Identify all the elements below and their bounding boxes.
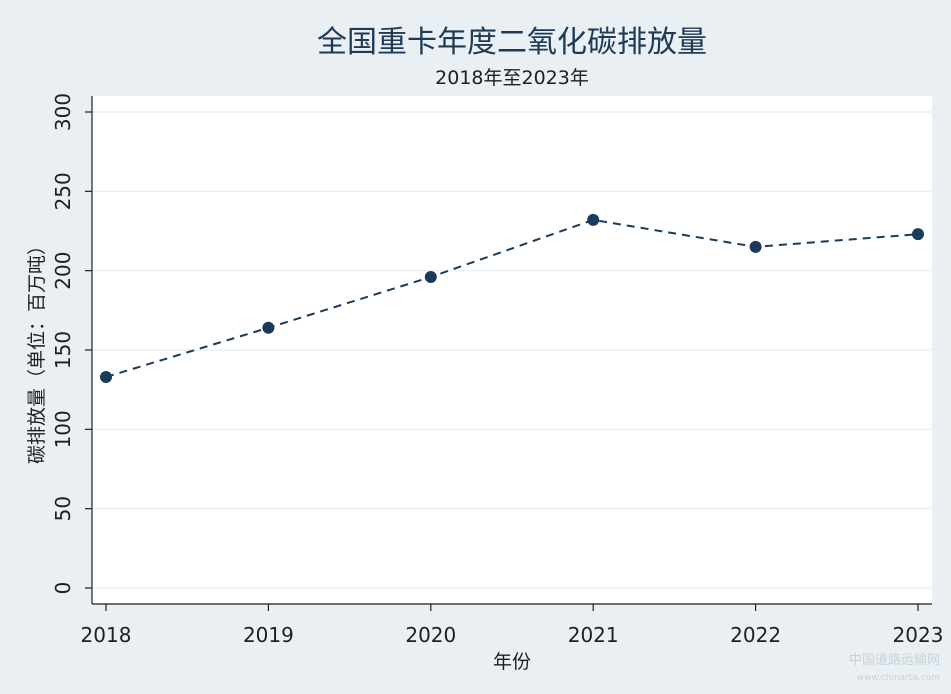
y-tick-label: 250 bbox=[51, 172, 75, 210]
y-tick-label: 200 bbox=[51, 252, 75, 290]
y-tick-label: 150 bbox=[51, 331, 75, 369]
data-point bbox=[587, 213, 600, 226]
watermark-text: 中国道路运输网 bbox=[849, 652, 940, 668]
grid-lines bbox=[93, 111, 931, 589]
x-tick-label: 2023 bbox=[893, 623, 944, 647]
y-ticks: 0 50 100 150 200 250 300 bbox=[51, 93, 92, 594]
x-tick-label: 2022 bbox=[730, 623, 781, 647]
series bbox=[100, 213, 924, 383]
data-point bbox=[262, 321, 275, 334]
x-ticks: 2018 2019 2020 2021 2022 2023 bbox=[81, 604, 944, 647]
x-tick-label: 2020 bbox=[405, 623, 456, 647]
x-axis-label: 年份 bbox=[493, 651, 531, 673]
x-tick-label: 2021 bbox=[568, 623, 619, 647]
y-axis-label: 碳排放量（单位：百万吨） bbox=[26, 236, 48, 464]
watermark-subtext: www.chinarta.com bbox=[857, 673, 940, 683]
y-tick-label: 0 bbox=[51, 582, 75, 595]
data-point bbox=[424, 271, 437, 284]
y-tick-label: 300 bbox=[51, 93, 75, 131]
series-line bbox=[105, 218, 919, 378]
x-tick-label: 2019 bbox=[243, 623, 294, 647]
data-point bbox=[100, 370, 112, 383]
data-point bbox=[749, 240, 762, 253]
data-point bbox=[912, 228, 924, 241]
y-tick-label: 50 bbox=[51, 496, 75, 521]
x-tick-label: 2018 bbox=[81, 623, 132, 647]
chart-title: 全国重卡年度二氧化碳排放量 bbox=[317, 25, 707, 60]
y-tick-label: 100 bbox=[51, 410, 75, 448]
chart-subtitle: 2018年至2023年 bbox=[435, 67, 589, 89]
